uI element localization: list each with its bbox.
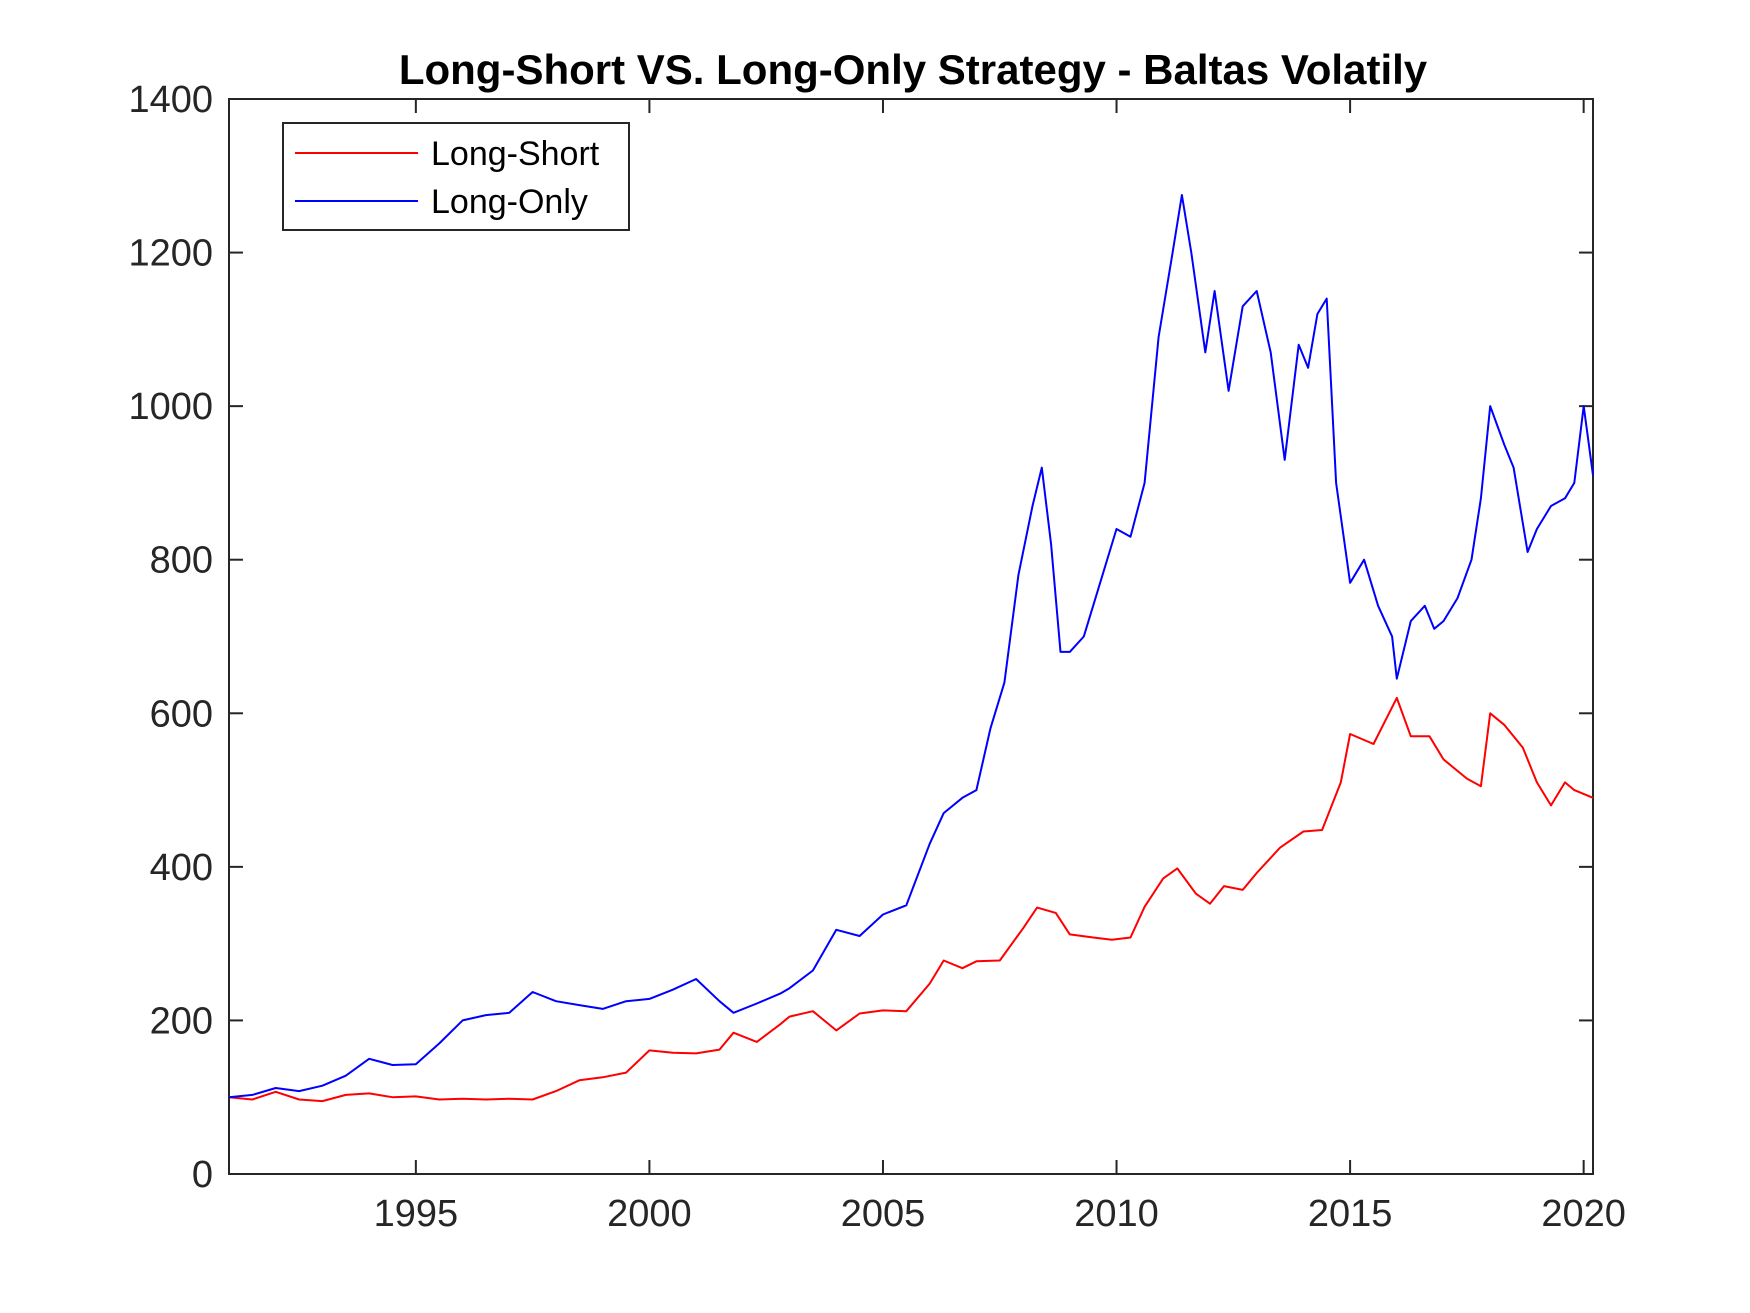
x-tick-label: 2005 <box>841 1193 926 1235</box>
y-tick-label: 600 <box>150 693 213 735</box>
x-tick-label: 2020 <box>1541 1193 1626 1235</box>
x-tick-label: 2000 <box>607 1193 692 1235</box>
y-tick-label: 1000 <box>128 386 213 428</box>
legend-entry-label: Long-Short <box>431 135 600 173</box>
y-tick-label: 800 <box>150 540 213 582</box>
y-tick-label: 1200 <box>128 233 213 275</box>
legend: Long-Short Long-Only <box>282 122 630 231</box>
axis-ticks: 1995 2000 2005 2010 2015 2020 0 200 400 600 800 100… <box>128 79 1625 1235</box>
y-tick-label: 200 <box>150 1000 213 1042</box>
series-line-long-short <box>228 696 1594 1103</box>
series-lines <box>228 194 1594 1103</box>
legend-box <box>282 122 630 231</box>
y-tick-label: 400 <box>150 847 213 889</box>
series-line-long-only <box>228 194 1594 1099</box>
x-tick-label: 2015 <box>1308 1193 1393 1235</box>
legend-entry-label: Long-Only <box>431 183 588 221</box>
y-tick-label: 1400 <box>128 79 213 121</box>
x-tick-label: 2010 <box>1074 1193 1159 1235</box>
x-tick-label: 1995 <box>374 1193 459 1235</box>
chart-title: Long-Short VS. Long-Only Strategy - Balt… <box>399 46 1428 93</box>
y-tick-label: 0 <box>192 1154 213 1196</box>
plot-area-frame <box>228 98 1594 1175</box>
